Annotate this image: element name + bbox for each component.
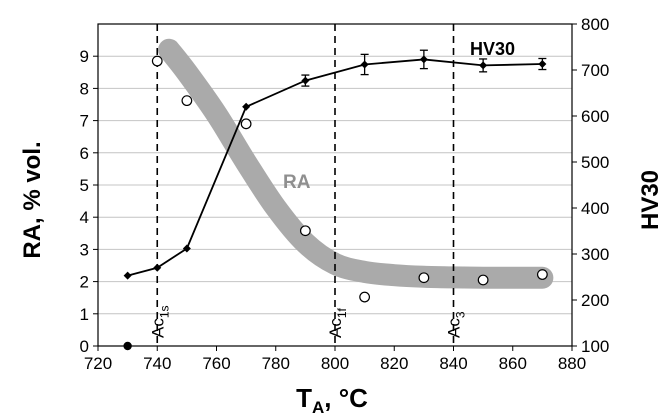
hv30-point bbox=[123, 271, 132, 280]
hv30-point bbox=[360, 60, 369, 69]
y2-tick-label: 500 bbox=[581, 153, 609, 172]
ra-point bbox=[181, 95, 193, 107]
ra-point bbox=[240, 118, 252, 130]
y-tick-label: 2 bbox=[80, 273, 89, 292]
vline-label-main: Ac bbox=[445, 318, 464, 338]
vline-label-sub: 1f bbox=[335, 307, 349, 318]
hv30-point bbox=[153, 263, 162, 272]
hv30-series-label: HV30 bbox=[470, 39, 515, 59]
y-axis-title: RA, % vol. bbox=[19, 141, 46, 258]
y-tick-label: 8 bbox=[80, 79, 89, 98]
vline-label-0: Ac1s bbox=[148, 305, 171, 338]
x-tick-label: 820 bbox=[380, 354, 408, 373]
x-tick-label: 860 bbox=[499, 354, 527, 373]
hv30-series bbox=[123, 49, 547, 280]
ra-point bbox=[151, 55, 163, 67]
y2-tick-label: 100 bbox=[581, 337, 609, 356]
x-tick-label: 740 bbox=[143, 354, 171, 373]
x-axis-title-rest: , °C bbox=[324, 383, 368, 413]
y2-tick-label: 400 bbox=[581, 199, 609, 218]
vline-label-2: Ac3 bbox=[445, 311, 468, 338]
vline-label-main: Ac bbox=[148, 318, 167, 338]
y-tick-label: 7 bbox=[80, 112, 89, 131]
ra-point bbox=[418, 272, 430, 284]
ra-point bbox=[477, 274, 489, 286]
vline-label-main: Ac bbox=[326, 318, 345, 338]
ra-trend-path bbox=[158, 38, 554, 289]
y2-axis-title: HV30 bbox=[637, 170, 664, 230]
y-tick-label: 0 bbox=[80, 337, 89, 356]
y-tick-label: 5 bbox=[80, 176, 89, 195]
x-tick-label: 840 bbox=[439, 354, 467, 373]
y2-tick-label: 200 bbox=[581, 291, 609, 310]
hv30-point bbox=[479, 61, 488, 70]
axis-ticks: 720 740 760 780 800 820 840 860 880 0 1 2 3 4 5 6 7 8 9 100… bbox=[80, 15, 610, 373]
hv30-point bbox=[301, 76, 310, 85]
y-tick-label: 1 bbox=[80, 305, 89, 324]
vline-label-sub: 1s bbox=[157, 305, 171, 318]
y-tick-label: 4 bbox=[80, 208, 89, 227]
hv30-point bbox=[538, 60, 547, 69]
vline-label-sub: 3 bbox=[454, 311, 468, 318]
y2-tick-label: 700 bbox=[581, 61, 609, 80]
x-axis-title-sub: A bbox=[312, 398, 324, 417]
ra-trend-band bbox=[158, 38, 554, 289]
hv30-point bbox=[182, 244, 191, 253]
y-tick-label: 6 bbox=[80, 144, 89, 163]
ra-point bbox=[299, 225, 311, 237]
x-tick-label: 720 bbox=[84, 354, 112, 373]
y-tick-label: 9 bbox=[80, 47, 89, 66]
ra-trend-label: RA bbox=[283, 172, 311, 193]
y-tick-label: 3 bbox=[80, 240, 89, 259]
ra-point bbox=[359, 291, 371, 303]
x-tick-label: 760 bbox=[202, 354, 230, 373]
ra-point bbox=[536, 269, 548, 280]
x-tick-label: 800 bbox=[321, 354, 349, 373]
hv30-point bbox=[242, 102, 251, 111]
x-tick-label: 880 bbox=[558, 354, 586, 373]
vline-label-1: Ac1f bbox=[326, 307, 349, 338]
ra-points bbox=[123, 55, 548, 351]
x-tick-label: 780 bbox=[262, 354, 290, 373]
hv30-point bbox=[419, 55, 428, 64]
y2-tick-label: 800 bbox=[581, 15, 609, 34]
x-axis-title: TA, °C bbox=[296, 383, 368, 417]
y2-tick-label: 300 bbox=[581, 245, 609, 264]
y2-tick-label: 600 bbox=[581, 107, 609, 126]
x-axis-title-main: T bbox=[296, 383, 312, 413]
